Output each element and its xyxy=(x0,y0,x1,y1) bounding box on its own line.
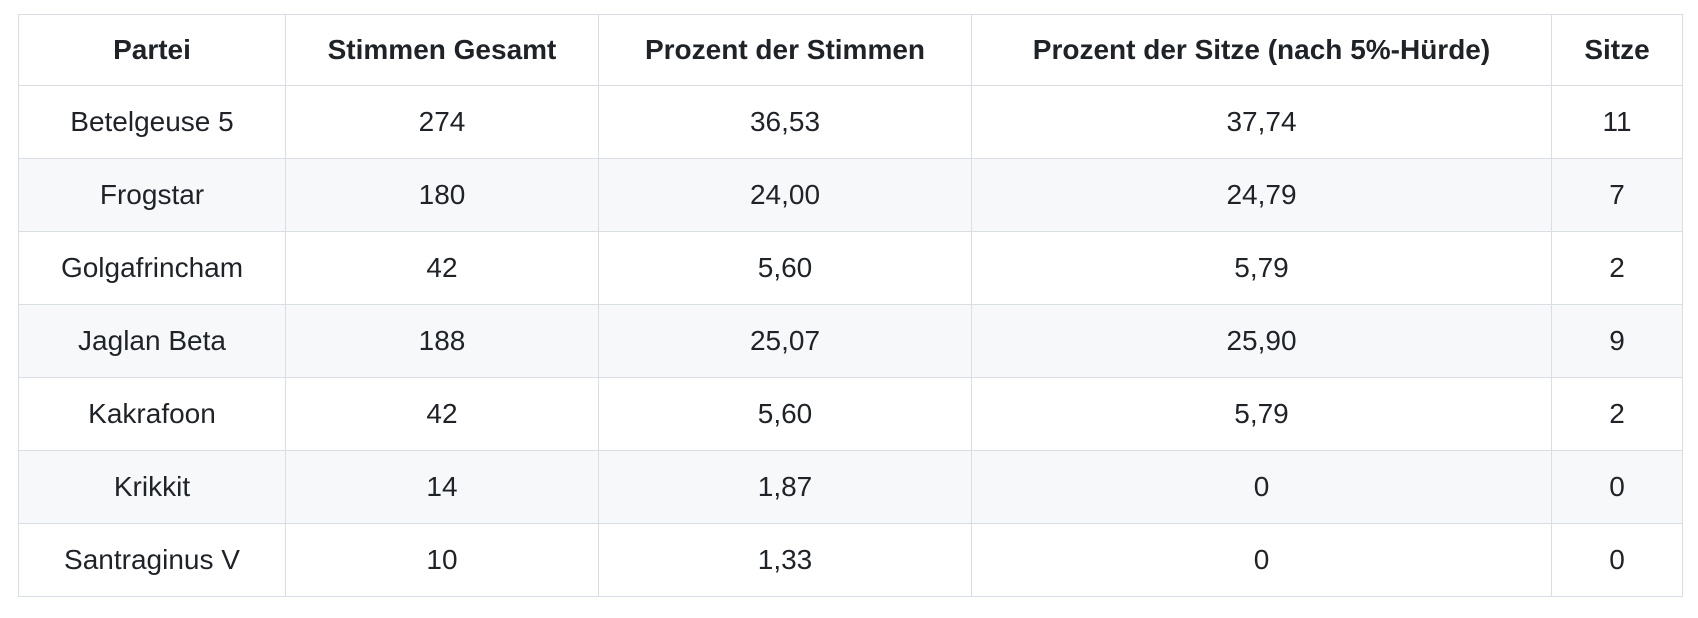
table-row-betelgeuse-5: Betelgeuse 5 274 36,53 37,74 11 xyxy=(18,85,1683,159)
table-row-santraginus-v: Santraginus V 10 1,33 0 0 xyxy=(18,523,1683,597)
cell-partei: Kakrafoon xyxy=(18,377,286,451)
cell-stimmen-gesamt: 42 xyxy=(285,231,599,305)
page-content: Partei Stimmen Gesamt Prozent der Stimme… xyxy=(18,14,1683,597)
cell-prozent-stimmen: 24,00 xyxy=(598,158,972,232)
cell-partei: Golgafrincham xyxy=(18,231,286,305)
cell-stimmen-gesamt: 14 xyxy=(285,450,599,524)
cell-prozent-sitze: 37,74 xyxy=(971,85,1552,159)
cell-prozent-stimmen: 36,53 xyxy=(598,85,972,159)
cell-prozent-stimmen: 5,60 xyxy=(598,231,972,305)
cell-prozent-sitze: 24,79 xyxy=(971,158,1552,232)
cell-sitze: 9 xyxy=(1551,304,1683,378)
column-header-prozent-sitze: Prozent der Sitze (nach 5%-Hürde) xyxy=(971,14,1552,86)
cell-partei: Santraginus V xyxy=(18,523,286,597)
column-header-partei: Partei xyxy=(18,14,286,86)
cell-prozent-stimmen: 5,60 xyxy=(598,377,972,451)
cell-sitze: 11 xyxy=(1551,85,1683,159)
cell-partei: Krikkit xyxy=(18,450,286,524)
table-row-frogstar: Frogstar 180 24,00 24,79 7 xyxy=(18,158,1683,232)
cell-sitze: 0 xyxy=(1551,523,1683,597)
cell-prozent-sitze: 5,79 xyxy=(971,231,1552,305)
cell-prozent-sitze: 0 xyxy=(971,523,1552,597)
cell-stimmen-gesamt: 42 xyxy=(285,377,599,451)
cell-stimmen-gesamt: 274 xyxy=(285,85,599,159)
column-header-stimmen-gesamt: Stimmen Gesamt xyxy=(285,14,599,86)
cell-sitze: 0 xyxy=(1551,450,1683,524)
cell-partei: Jaglan Beta xyxy=(18,304,286,378)
cell-sitze: 2 xyxy=(1551,377,1683,451)
cell-stimmen-gesamt: 180 xyxy=(285,158,599,232)
cell-partei: Betelgeuse 5 xyxy=(18,85,286,159)
table-row-krikkit: Krikkit 14 1,87 0 0 xyxy=(18,450,1683,524)
cell-sitze: 7 xyxy=(1551,158,1683,232)
table-row-golgafrincham: Golgafrincham 42 5,60 5,79 2 xyxy=(18,231,1683,305)
header-row: Partei Stimmen Gesamt Prozent der Stimme… xyxy=(18,14,1683,86)
cell-prozent-stimmen: 1,33 xyxy=(598,523,972,597)
column-header-sitze: Sitze xyxy=(1551,14,1683,86)
cell-partei: Frogstar xyxy=(18,158,286,232)
cell-prozent-sitze: 5,79 xyxy=(971,377,1552,451)
cell-stimmen-gesamt: 188 xyxy=(285,304,599,378)
cell-prozent-sitze: 25,90 xyxy=(971,304,1552,378)
cell-prozent-stimmen: 25,07 xyxy=(598,304,972,378)
cell-stimmen-gesamt: 10 xyxy=(285,523,599,597)
table-row-jaglan-beta: Jaglan Beta 188 25,07 25,90 9 xyxy=(18,304,1683,378)
table-row-kakrafoon: Kakrafoon 42 5,60 5,79 2 xyxy=(18,377,1683,451)
column-header-prozent-stimmen: Prozent der Stimmen xyxy=(598,14,972,86)
cell-prozent-sitze: 0 xyxy=(971,450,1552,524)
cell-sitze: 2 xyxy=(1551,231,1683,305)
election-results-table: Partei Stimmen Gesamt Prozent der Stimme… xyxy=(18,14,1683,597)
cell-prozent-stimmen: 1,87 xyxy=(598,450,972,524)
